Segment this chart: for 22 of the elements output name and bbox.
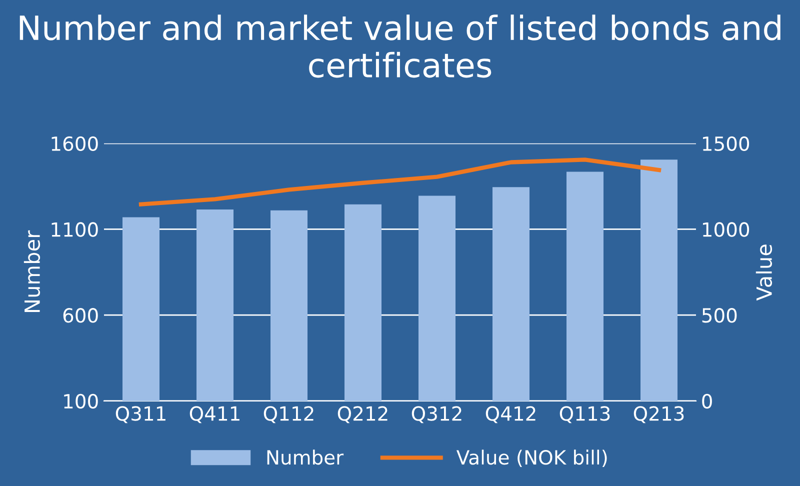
legend-label: Value (NOK bill) <box>456 450 607 468</box>
x-tick-label: Q213 <box>634 406 684 424</box>
chart-title: Number and market value of listed bonds and certificates <box>20 14 780 78</box>
x-tick-label: Q113 <box>560 406 610 424</box>
x-tick-label: Q411 <box>190 406 240 424</box>
x-tick-label: Q412 <box>486 406 536 424</box>
line-series <box>138 158 662 206</box>
x-tick-label: Q311 <box>116 406 166 424</box>
y2-tick-label: 1500 <box>702 136 750 152</box>
y2-tick-label: 500 <box>702 308 737 323</box>
y-tick-label: 1600 <box>52 136 98 152</box>
y2-axis-title: Value <box>756 244 772 301</box>
y-tick-label: 100 <box>64 394 98 409</box>
x-tick-label: Q212 <box>338 406 388 424</box>
y-axis-title: Number <box>24 230 40 312</box>
y2-tick-label: 0 <box>702 394 712 409</box>
y-tick-label: 600 <box>63 308 98 323</box>
legend-label: Number <box>267 450 344 465</box>
x-tick-label: Q112 <box>264 406 314 424</box>
x-tick-label: Q312 <box>412 406 462 424</box>
y-tick-label: 1100 <box>52 222 98 237</box>
y2-tick-label: 1000 <box>702 222 750 237</box>
